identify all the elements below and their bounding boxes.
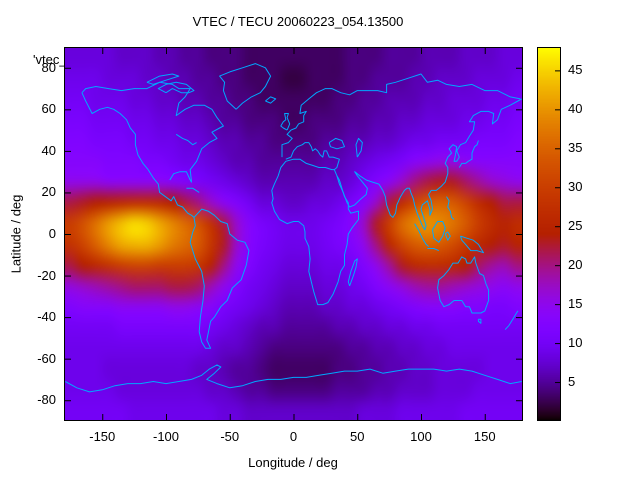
y-tick-label: 20 bbox=[41, 184, 56, 200]
colorbar-tick-label: 40 bbox=[568, 101, 583, 117]
y-tick-label: -80 bbox=[37, 392, 56, 408]
x-tick-label: 100 bbox=[410, 429, 432, 444]
y-tick-label: 60 bbox=[41, 101, 56, 117]
y-tick-label: -20 bbox=[37, 267, 56, 283]
x-tick-label: -50 bbox=[220, 429, 240, 444]
x-tick-label: 150 bbox=[473, 429, 496, 444]
colorbar-tick-label: 25 bbox=[568, 218, 583, 234]
colorbar-tick-label: 30 bbox=[568, 179, 583, 195]
coastline-path bbox=[265, 96, 277, 104]
coastline-path bbox=[355, 137, 363, 158]
colorbar-tick-label: 35 bbox=[568, 140, 583, 156]
coastline-path bbox=[414, 223, 429, 247]
colorbar-tick-label: 5 bbox=[568, 374, 576, 390]
colorbar-tick-label: 15 bbox=[568, 296, 583, 312]
coastline-path bbox=[477, 318, 482, 324]
x-tick-label: -100 bbox=[152, 429, 180, 444]
y-tick-label: 40 bbox=[41, 142, 56, 158]
y-tick-label: 80 bbox=[41, 59, 56, 75]
y-tick-label: 0 bbox=[48, 226, 56, 241]
coastline-path bbox=[271, 158, 359, 306]
colorbar-tick-label: 45 bbox=[568, 62, 583, 78]
coastline-path bbox=[446, 196, 455, 220]
coastline-path bbox=[189, 208, 250, 349]
x-tick-label: 50 bbox=[350, 429, 365, 444]
coastline-path bbox=[186, 187, 200, 193]
coastline-path bbox=[427, 248, 439, 252]
chart-title: VTEC / TECU 20060223_054.13500 bbox=[192, 14, 404, 29]
x-tick-label: 0 bbox=[289, 429, 298, 444]
coastline-path bbox=[65, 364, 522, 393]
x-axis-label: Longitude / deg bbox=[248, 455, 338, 470]
coastline-path bbox=[432, 221, 446, 243]
plot-area bbox=[64, 47, 523, 421]
colorbar bbox=[537, 47, 561, 421]
y-tick-label: -60 bbox=[37, 350, 56, 366]
series-key-label: 'vtec_ bbox=[33, 52, 67, 67]
coastline-path bbox=[280, 113, 291, 131]
coastline-path bbox=[444, 231, 451, 241]
coastline-overlay bbox=[65, 63, 522, 393]
coastline-path bbox=[347, 258, 358, 287]
y-tick-label: -40 bbox=[37, 309, 56, 325]
colorbar-tick-label: 20 bbox=[568, 257, 583, 273]
x-tick-label: -150 bbox=[89, 429, 116, 444]
colorbar-tick-label: 10 bbox=[568, 335, 583, 351]
coastline-path bbox=[175, 133, 197, 146]
coastline-path bbox=[336, 98, 522, 231]
coastline-path bbox=[328, 137, 345, 150]
coastline-path bbox=[504, 310, 519, 330]
coastline-path bbox=[219, 63, 272, 110]
coastline-path bbox=[460, 235, 484, 254]
coastline-path bbox=[437, 256, 490, 314]
coastline-path bbox=[281, 73, 521, 158]
coastline-path bbox=[81, 81, 224, 183]
